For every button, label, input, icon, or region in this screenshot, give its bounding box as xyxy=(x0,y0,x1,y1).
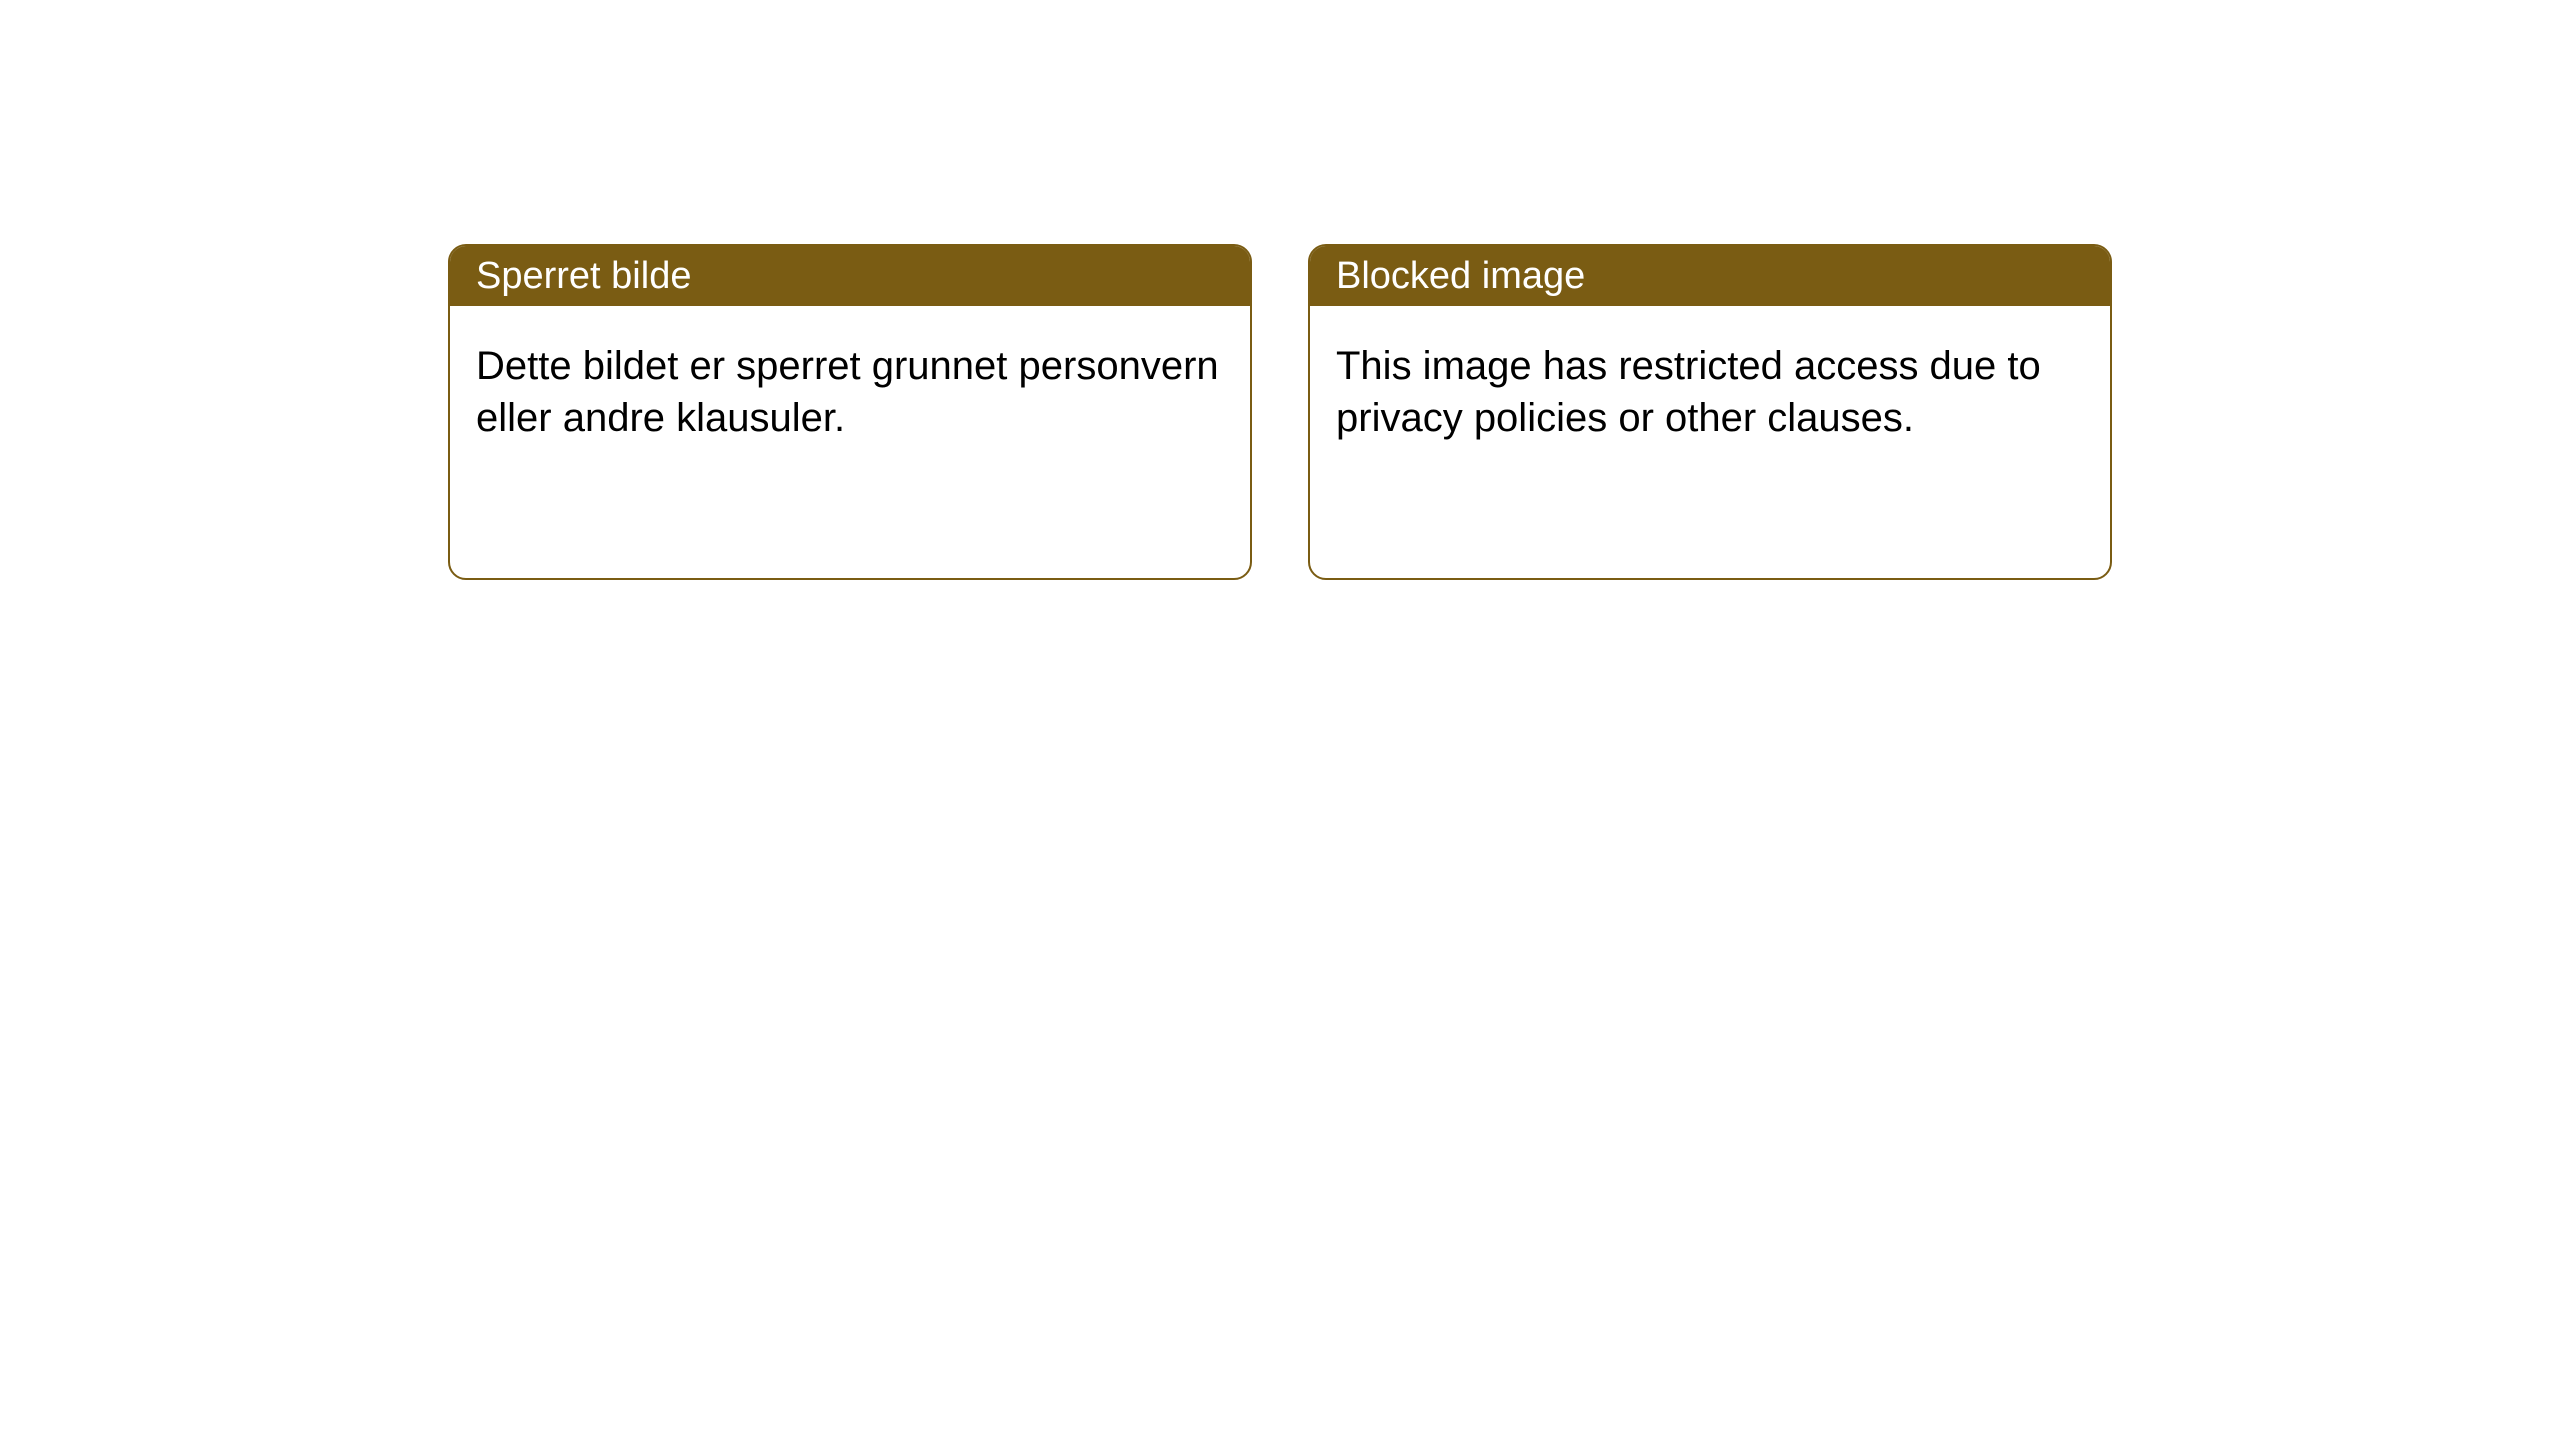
notice-title: Blocked image xyxy=(1336,255,1585,298)
notice-body: This image has restricted access due to … xyxy=(1310,306,2110,478)
notice-body: Dette bildet er sperret grunnet personve… xyxy=(450,306,1250,478)
notice-box-english: Blocked image This image has restricted … xyxy=(1308,244,2112,580)
notice-text: This image has restricted access due to … xyxy=(1336,344,2041,440)
notice-text: Dette bildet er sperret grunnet personve… xyxy=(476,344,1219,440)
notice-container: Sperret bilde Dette bildet er sperret gr… xyxy=(448,244,2112,580)
notice-header: Sperret bilde xyxy=(450,246,1250,306)
notice-box-norwegian: Sperret bilde Dette bildet er sperret gr… xyxy=(448,244,1252,580)
notice-header: Blocked image xyxy=(1310,246,2110,306)
notice-title: Sperret bilde xyxy=(476,255,691,298)
